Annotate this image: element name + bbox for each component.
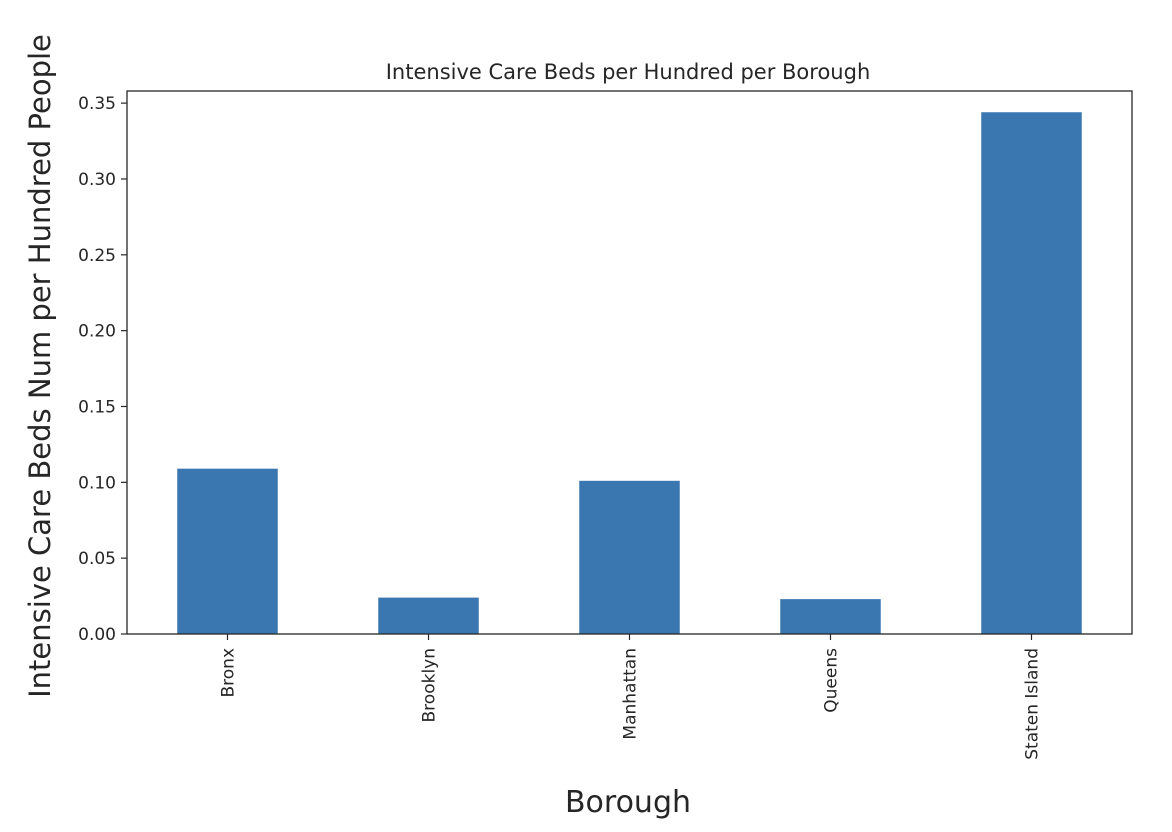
y-axis-label: Intensive Care Beds Num per Hundred Peop…	[23, 34, 57, 698]
y-tick-label: 0.20	[78, 322, 116, 342]
bar-manhattan	[579, 480, 680, 634]
x-tick-label: Staten Island	[1023, 648, 1043, 760]
plot-frame	[126, 90, 1133, 635]
y-tick-label: 0.00	[78, 625, 116, 645]
bar-queens	[780, 599, 881, 634]
bar-brooklyn	[378, 597, 479, 634]
y-tick-label: 0.10	[78, 473, 116, 493]
x-tick-label: Queens	[822, 648, 842, 713]
bar-staten-island	[981, 112, 1082, 635]
x-tick-label: Brooklyn	[420, 648, 440, 722]
x-tick-label: Bronx	[219, 648, 239, 698]
y-tick-label: 0.35	[78, 94, 116, 114]
plot-area: 0.00 0.05 0.10 0.15 0.20 0.25 0.30 0.35 Bronx Bro…	[78, 90, 1133, 760]
y-tick-label: 0.30	[78, 170, 116, 190]
x-axis-label: Borough	[565, 785, 691, 820]
bar-bronx	[177, 468, 278, 634]
x-tick-label: Manhattan	[621, 648, 641, 740]
y-tick-label: 0.15	[78, 397, 116, 417]
y-tick-label: 0.05	[78, 549, 116, 569]
y-tick-label: 0.25	[78, 246, 116, 266]
chart-title: Intensive Care Beds per Hundred per Boro…	[386, 60, 871, 84]
